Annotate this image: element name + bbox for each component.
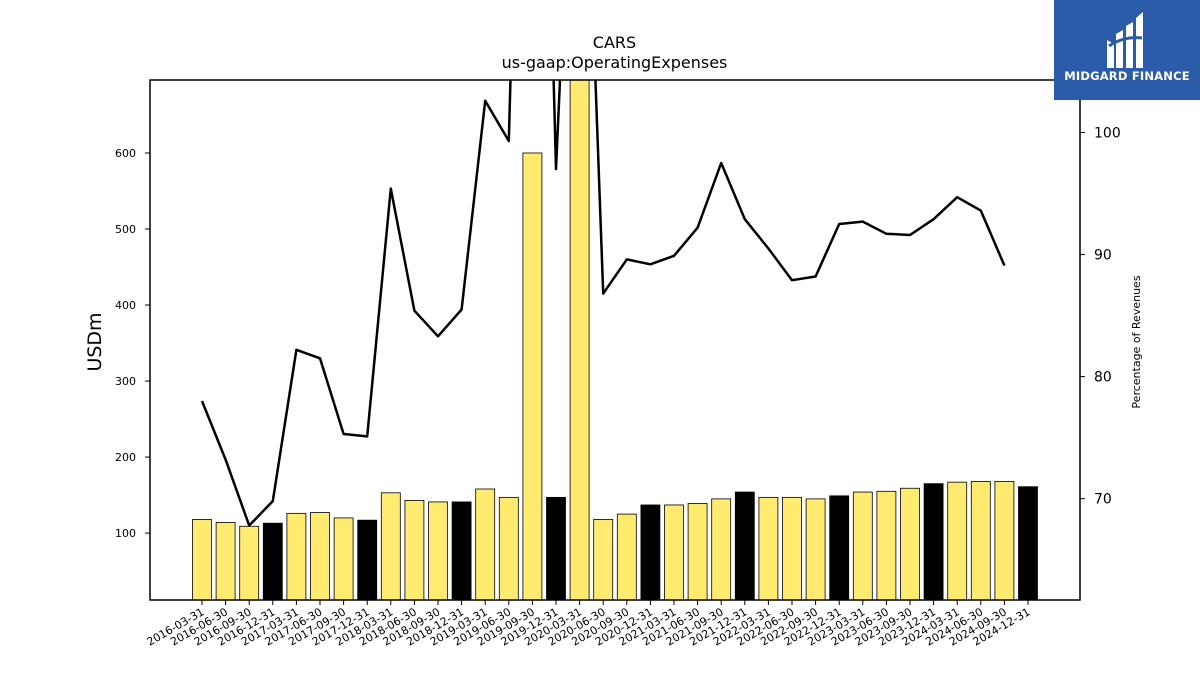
bar bbox=[970, 481, 991, 600]
right-axis: 70 80 90 100 bbox=[1080, 125, 1121, 508]
bar bbox=[947, 481, 968, 600]
bar bbox=[758, 496, 779, 600]
line-series bbox=[200, 80, 1006, 527]
bar bbox=[475, 488, 496, 600]
bar bbox=[994, 481, 1015, 600]
bar bbox=[333, 517, 354, 600]
percentage-line bbox=[200, 80, 1006, 527]
y2-tick-label: 80 bbox=[1094, 370, 1112, 386]
bar-series bbox=[192, 80, 1038, 600]
bar bbox=[734, 491, 755, 600]
bar bbox=[262, 522, 283, 600]
y2-tick-label: 90 bbox=[1094, 248, 1112, 264]
bar bbox=[380, 492, 401, 600]
bar bbox=[357, 519, 378, 600]
y-tick-label: 200 bbox=[115, 451, 136, 464]
bar bbox=[1018, 486, 1038, 600]
bar bbox=[593, 519, 614, 600]
bar bbox=[569, 80, 590, 600]
chart-title: CARS bbox=[592, 33, 637, 52]
bar bbox=[522, 152, 543, 600]
bar bbox=[829, 495, 850, 600]
x-axis: 2016-03-312016-06-302016-09-302016-12-31… bbox=[145, 600, 1033, 649]
bar bbox=[711, 498, 732, 600]
bar bbox=[498, 496, 519, 600]
chart-subtitle: us-gaap:OperatingExpenses bbox=[501, 53, 728, 72]
bar bbox=[546, 496, 566, 600]
bar bbox=[805, 498, 826, 600]
bar bbox=[286, 512, 307, 600]
y-tick-label: 300 bbox=[115, 375, 136, 388]
logo-text: MIDGARD FINANCE bbox=[1064, 69, 1190, 83]
bar bbox=[428, 501, 448, 600]
logo-mark-icon bbox=[1107, 12, 1143, 68]
y2-tick-label: 100 bbox=[1094, 125, 1121, 141]
midgard-finance-logo: MIDGARD FINANCE bbox=[1054, 0, 1200, 100]
y-tick-label: 600 bbox=[115, 147, 136, 160]
bar bbox=[404, 500, 425, 600]
y-tick-label: 400 bbox=[115, 299, 136, 312]
bar bbox=[923, 483, 944, 600]
bar bbox=[451, 501, 472, 600]
bar bbox=[782, 496, 802, 600]
bar bbox=[192, 519, 212, 600]
bar bbox=[900, 487, 920, 600]
plot-frame bbox=[149, 79, 1081, 601]
y2-axis-label: Percentage of Revenues bbox=[1130, 275, 1143, 408]
bar bbox=[239, 525, 260, 600]
bar bbox=[640, 504, 661, 600]
bar bbox=[687, 503, 708, 600]
y-tick-label: 500 bbox=[115, 223, 136, 236]
y2-tick-label: 70 bbox=[1094, 492, 1112, 508]
y-tick-label: 100 bbox=[115, 527, 136, 540]
bar bbox=[616, 513, 637, 600]
plot-border bbox=[149, 79, 1081, 601]
y-axis-label: USDm bbox=[84, 312, 106, 371]
left-axis: 100 200 300 400 500 600 bbox=[115, 147, 150, 540]
bar bbox=[664, 504, 684, 600]
bar bbox=[310, 512, 330, 600]
bar bbox=[852, 491, 873, 600]
bar bbox=[876, 490, 897, 600]
bar bbox=[215, 522, 236, 600]
